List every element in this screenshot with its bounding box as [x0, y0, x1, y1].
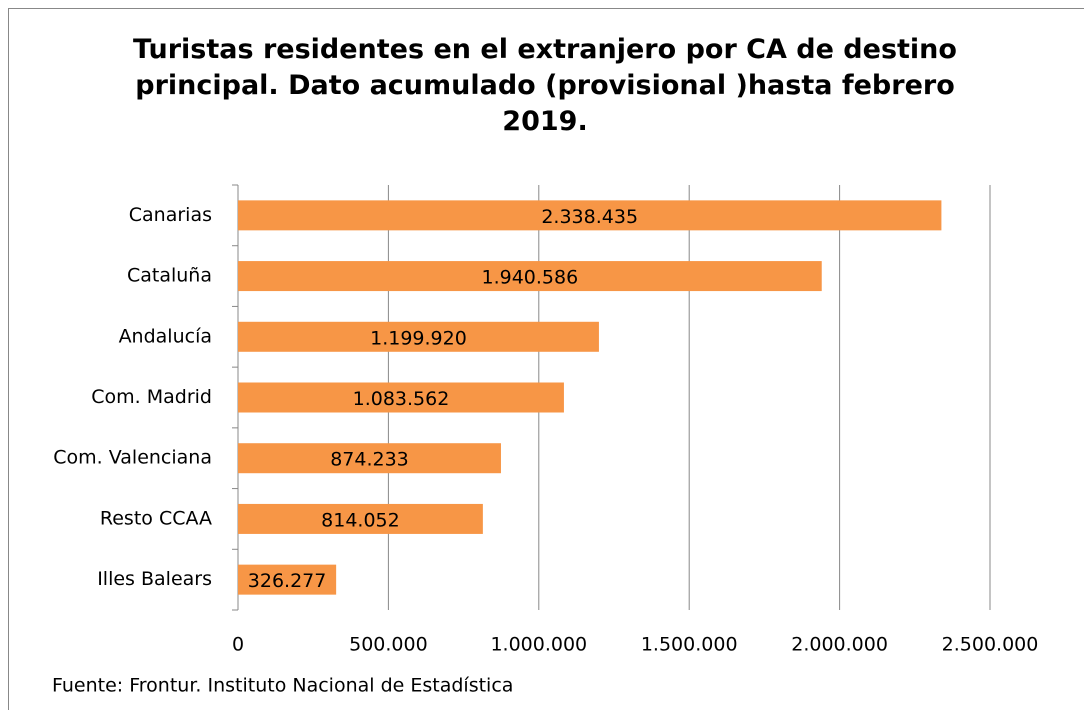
x-tick-label: 1.500.000 [641, 634, 738, 656]
x-tick-label: 500.000 [349, 634, 428, 656]
x-tick-label: 0 [232, 634, 244, 656]
x-tick-label: 1.000.000 [490, 634, 587, 656]
data-label: 1.083.562 [353, 388, 450, 410]
y-tick-label: Cataluña [127, 265, 212, 287]
y-tick-label: Com. Madrid [91, 386, 212, 408]
y-tick-label: Com. Valenciana [53, 447, 212, 469]
bar [238, 443, 501, 474]
y-tick-label: Canarias [129, 204, 212, 226]
data-label: 1.199.920 [370, 327, 467, 349]
x-tick-label: 2.500.000 [942, 634, 1039, 656]
chart-title: Turistas residentes en el extranjero por… [133, 34, 957, 137]
x-tick-label: 2.000.000 [791, 634, 888, 656]
bar [238, 503, 483, 534]
chart-border [8, 8, 1084, 710]
data-label: 874.233 [330, 449, 409, 471]
data-label: 326.277 [248, 570, 327, 592]
bar [238, 200, 942, 231]
y-tick-label: Andalucía [119, 325, 212, 347]
data-label: 814.052 [321, 509, 400, 531]
bar [238, 321, 599, 352]
bar [238, 382, 564, 413]
source: Fuente: Frontur. Instituto Nacional de E… [52, 675, 513, 697]
y-tick-label: Illes Balears [97, 568, 212, 590]
data-label: 2.338.435 [541, 206, 638, 228]
bar [238, 261, 822, 292]
y-tick-label: Resto CCAA [100, 507, 212, 529]
bar [238, 564, 337, 595]
data-label: 1.940.586 [482, 267, 579, 289]
